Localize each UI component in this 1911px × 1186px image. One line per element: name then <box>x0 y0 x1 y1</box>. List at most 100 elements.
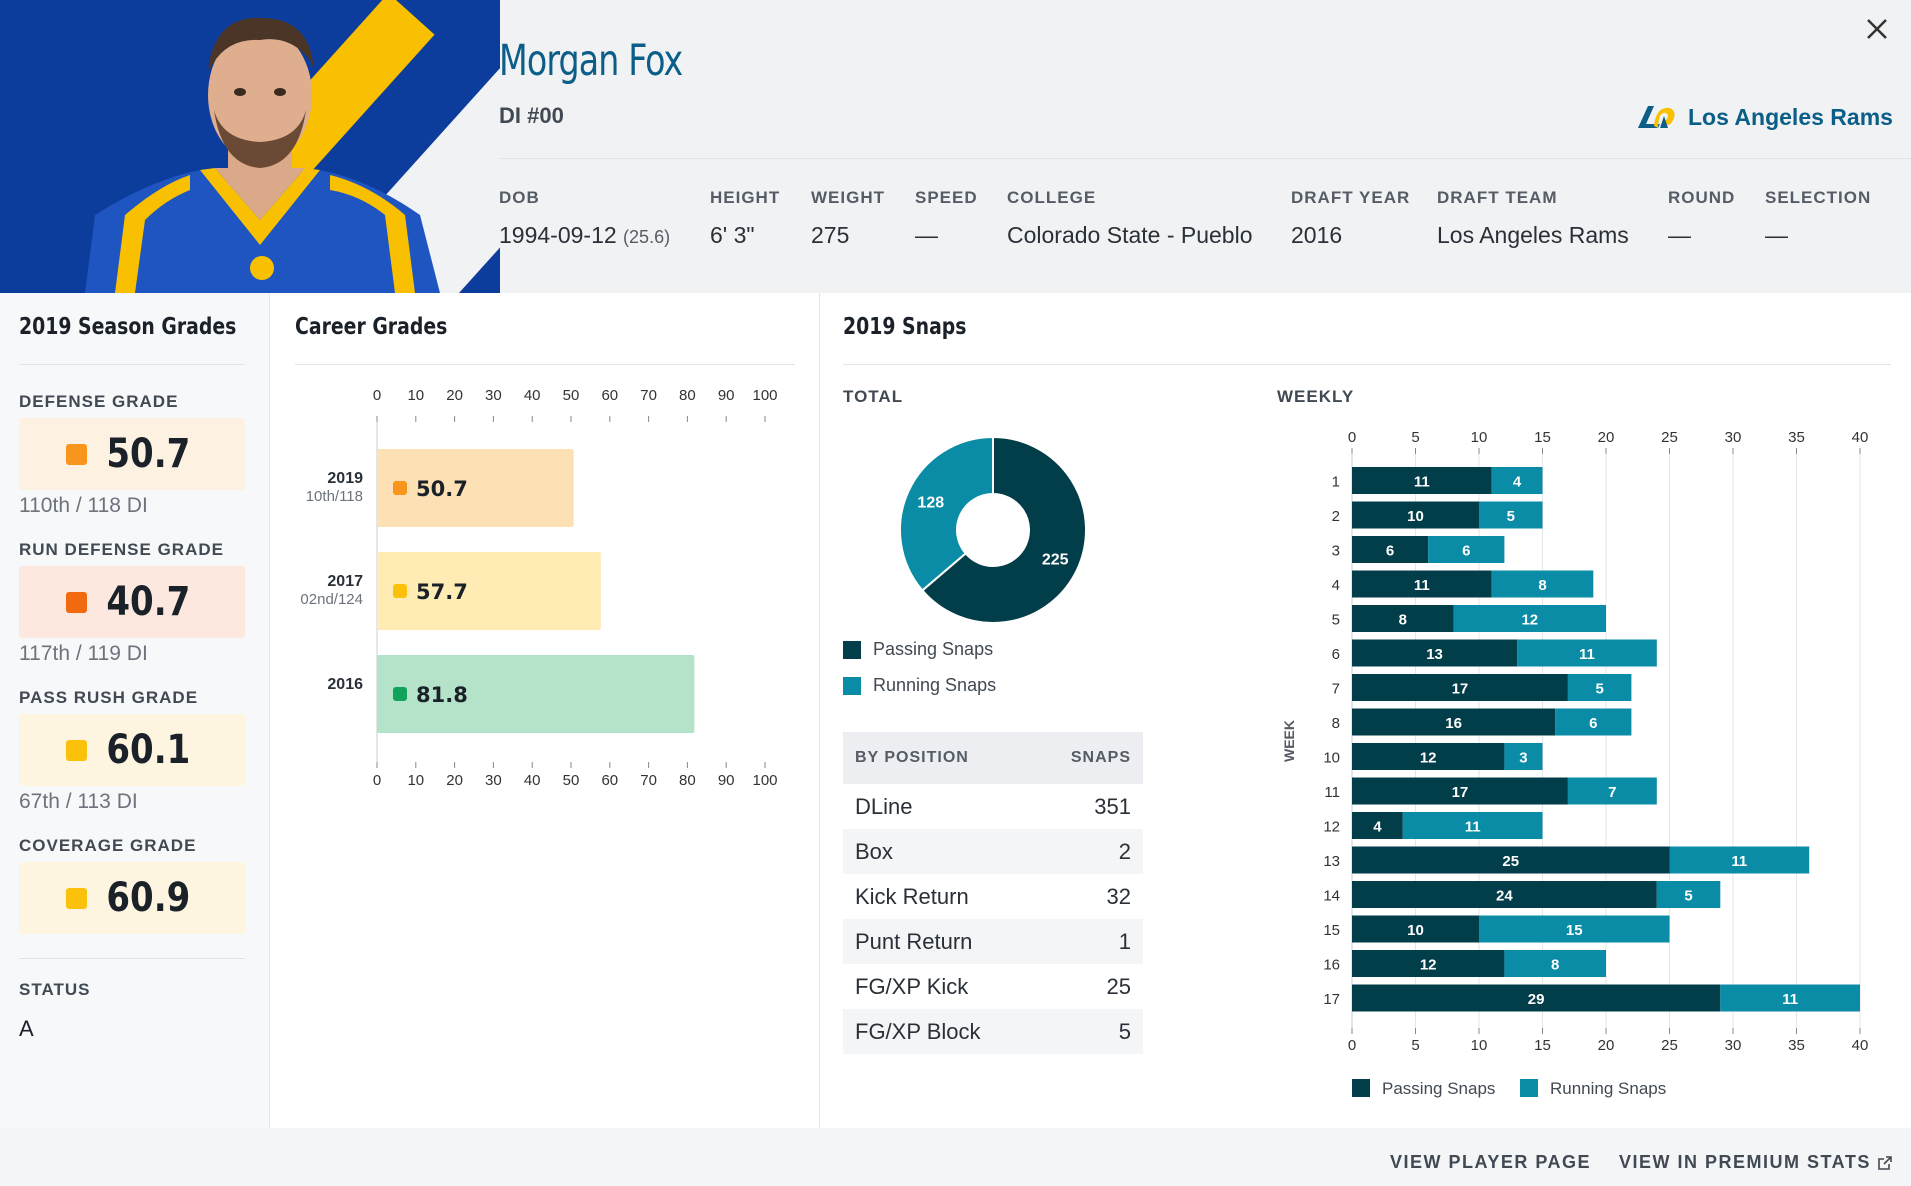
grade-rank: 110th / 118 DI <box>19 494 148 517</box>
bio-label: DOB <box>499 188 540 207</box>
career-tick-bottom: 60 <box>601 772 618 789</box>
bio-weight: WEIGHT 275 <box>811 188 885 249</box>
bio-value: 6' 3" <box>710 222 780 249</box>
by-position-table: BY POSITION SNAPS DLine 351 Box 2 Kick Retur… <box>843 732 1143 1054</box>
weekly-week-label: 1 <box>1332 474 1340 491</box>
career-bar-label: 50.7 <box>416 477 468 501</box>
career-tick-bottom: 90 <box>718 772 735 789</box>
header-divider <box>499 158 1911 159</box>
weekly-week-label: 16 <box>1323 957 1340 974</box>
weekly-bar-segment <box>1491 570 1594 598</box>
position-snaps: 1 <box>1029 919 1143 964</box>
career-bar <box>377 655 695 733</box>
weekly-week-label: 4 <box>1332 577 1340 594</box>
col-by-position: BY POSITION <box>843 732 1030 784</box>
weekly-tick-top: 25 <box>1661 429 1678 446</box>
legend-running: Running Snaps <box>843 675 996 696</box>
weekly-legend-label: Passing Snaps <box>1382 1079 1495 1098</box>
position-name: FG/XP Kick <box>855 973 969 999</box>
bio-label: WEIGHT <box>811 188 885 207</box>
grade-value: 60.1 <box>106 727 191 773</box>
bio-value-text: 275 <box>811 222 850 248</box>
weekly-tick-bottom: 20 <box>1598 1037 1615 1054</box>
weekly-bar-segment <box>1656 881 1721 908</box>
weekly-bar-label: 11 <box>1414 577 1430 594</box>
weekly-bar-label: 8 <box>1399 612 1407 629</box>
career-grades-chart: 0 0 10 10 20 20 30 30 40 40 50 50 60 60 70 70 80 80 90 90 10… <box>300 387 777 789</box>
bio-speed: SPEED — <box>915 188 978 249</box>
player-photo <box>0 0 500 293</box>
career-bar-dot <box>393 687 407 701</box>
weekly-bar-segment <box>1479 915 1670 943</box>
weekly-bar-label: 11 <box>1414 474 1430 491</box>
weekly-label: WEEKLY <box>1277 387 1355 406</box>
donut-slice-label: 128 <box>917 494 944 511</box>
bio-value: — <box>1668 222 1735 249</box>
position-snaps: 32 <box>1106 883 1131 909</box>
footer <box>0 1128 1911 1186</box>
bio-value-text: — <box>1668 222 1691 248</box>
bio-value-text: Colorado State - Pueblo <box>1007 222 1253 248</box>
weekly-bar-segment <box>1517 639 1657 667</box>
season-grades-rule <box>19 364 245 365</box>
career-bar <box>377 449 574 527</box>
passing-swatch <box>843 640 861 659</box>
view-premium-stats-link[interactable]: VIEW IN PREMIUM STATS <box>1619 1152 1893 1173</box>
position-name: DLine <box>855 793 913 819</box>
close-icon[interactable] <box>1862 14 1892 44</box>
col-snaps: SNAPS <box>1029 732 1143 784</box>
career-tick-top: 30 <box>485 387 502 404</box>
weekly-week-label: 8 <box>1332 715 1340 732</box>
weekly-bar-label: 5 <box>1507 508 1515 525</box>
weekly-bar-segment <box>1352 881 1657 908</box>
weekly-bar-label: 17 <box>1452 681 1469 698</box>
weekly-bar-label: 17 <box>1452 784 1469 801</box>
career-tick-top: 70 <box>640 387 657 404</box>
weekly-bar-label: 6 <box>1462 543 1470 560</box>
position-row: FG/XP Block 5 <box>843 1009 1143 1054</box>
career-tick-bottom: 0 <box>373 772 381 789</box>
career-bar-label: 57.7 <box>416 580 468 604</box>
career-tick-top: 60 <box>601 387 618 404</box>
weekly-bar-segment <box>1352 467 1492 494</box>
weekly-bar-segment <box>1352 777 1568 805</box>
weekly-bar-segment <box>1352 639 1518 667</box>
weekly-tick-top: 10 <box>1471 429 1488 446</box>
bio-value-text: — <box>1765 222 1788 248</box>
view-player-page-link[interactable]: VIEW PLAYER PAGE <box>1390 1152 1592 1172</box>
weekly-tick-bottom: 35 <box>1788 1037 1805 1054</box>
weekly-bar-segment <box>1504 950 1606 977</box>
legend-passing: Passing Snaps <box>843 639 993 660</box>
grade-color-dot <box>66 591 88 613</box>
season-grades-title: 2019 Season Grades <box>19 314 237 340</box>
career-year-label: 2017 <box>327 573 363 590</box>
weekly-legend-swatch <box>1520 1079 1538 1097</box>
weekly-bar-label: 4 <box>1513 474 1522 491</box>
position-name: Kick Return <box>855 883 969 909</box>
weekly-bar-label: 24 <box>1496 888 1513 905</box>
weekly-week-label: 13 <box>1323 853 1340 870</box>
weekly-tick-top: 30 <box>1725 429 1742 446</box>
grade-label: PASS RUSH GRADE <box>19 688 199 707</box>
team-link[interactable]: Los Angeles Rams <box>1634 100 1893 134</box>
weekly-bar-label: 8 <box>1538 577 1546 594</box>
weekly-week-label: 7 <box>1332 681 1340 698</box>
snaps-rule <box>843 364 1891 365</box>
weekly-bar-segment <box>1352 812 1403 839</box>
career-year-label: 2016 <box>327 676 363 693</box>
weekly-bar-segment <box>1720 984 1860 1012</box>
bio-value: 1994-09-12 (25.6) <box>499 222 670 249</box>
status-rule <box>19 958 245 959</box>
weekly-bar-label: 15 <box>1566 922 1583 939</box>
weekly-bar-label: 5 <box>1595 681 1603 698</box>
weekly-bar-label: 10 <box>1407 922 1424 939</box>
career-tick-bottom: 40 <box>524 772 541 789</box>
position-snaps: 25 <box>1106 973 1131 999</box>
weekly-tick-bottom: 5 <box>1411 1037 1419 1054</box>
weekly-bar-segment <box>1567 777 1657 805</box>
career-tick-top: 80 <box>679 387 696 404</box>
weekly-bar-segment <box>1352 708 1556 736</box>
bio-value: — <box>915 222 978 249</box>
weekly-bar-label: 16 <box>1445 715 1462 732</box>
